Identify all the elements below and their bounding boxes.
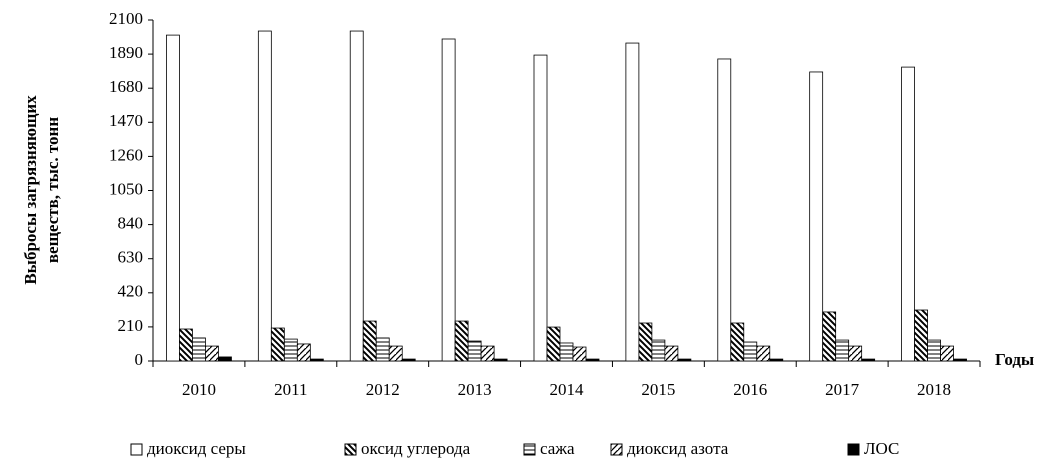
bar bbox=[809, 71, 824, 362]
bar bbox=[585, 358, 600, 362]
legend-label: ЛОС bbox=[864, 439, 899, 458]
bar bbox=[166, 34, 180, 362]
bar bbox=[401, 358, 416, 362]
x-tick-label: 2014 bbox=[550, 380, 585, 399]
x-tick-label: 2010 bbox=[182, 380, 216, 399]
bar bbox=[546, 326, 561, 362]
x-tick-label: 2015 bbox=[641, 380, 675, 399]
legend-label: диоксид азота bbox=[627, 439, 729, 458]
y-tick-label: 1260 bbox=[109, 145, 143, 164]
bar bbox=[257, 30, 272, 362]
bar bbox=[914, 309, 928, 362]
bar bbox=[218, 356, 232, 362]
bar bbox=[769, 358, 784, 362]
bar bbox=[625, 42, 640, 362]
bar bbox=[493, 358, 508, 362]
x-tick-label: 2017 bbox=[825, 380, 860, 399]
bar bbox=[861, 358, 876, 362]
bar bbox=[835, 339, 850, 362]
bar bbox=[362, 320, 377, 362]
y-axis-label: веществ, тыс. тонн bbox=[43, 117, 62, 263]
legend-swatch bbox=[344, 443, 357, 456]
bar bbox=[638, 322, 653, 362]
y-axis-label: Выбросы загрязняющих bbox=[21, 95, 40, 285]
x-tick-label: 2016 bbox=[733, 380, 767, 399]
bar bbox=[901, 66, 915, 362]
bar bbox=[296, 343, 311, 362]
bar bbox=[388, 345, 403, 362]
bar bbox=[441, 38, 456, 362]
bar bbox=[822, 311, 837, 362]
bar bbox=[270, 327, 285, 362]
bar bbox=[743, 341, 758, 362]
bar bbox=[664, 345, 679, 362]
bar bbox=[309, 358, 324, 362]
bar bbox=[756, 345, 771, 362]
legend-label: сажа bbox=[540, 439, 575, 458]
legend-label: диоксид серы bbox=[147, 439, 246, 458]
x-tick-label: 2011 bbox=[274, 380, 307, 399]
bar bbox=[730, 322, 745, 362]
y-tick-label: 1050 bbox=[109, 179, 143, 198]
bar bbox=[559, 342, 574, 362]
y-tick-label: 2100 bbox=[109, 9, 143, 28]
legend-swatch bbox=[523, 443, 536, 456]
bar bbox=[927, 339, 941, 362]
bar bbox=[651, 339, 666, 362]
y-tick-label: 840 bbox=[118, 214, 144, 233]
bar bbox=[717, 58, 732, 362]
x-tick-label: 2018 bbox=[917, 380, 951, 399]
bar bbox=[953, 358, 967, 362]
bar bbox=[467, 340, 482, 362]
y-tick-label: 420 bbox=[118, 282, 144, 301]
bar bbox=[349, 30, 364, 362]
legend-label: оксид углерода bbox=[361, 439, 471, 458]
legend-swatch bbox=[610, 443, 623, 456]
y-tick-label: 1890 bbox=[109, 43, 143, 62]
bar bbox=[454, 320, 469, 362]
x-tick-label: 2013 bbox=[458, 380, 492, 399]
bar bbox=[192, 337, 206, 362]
bar bbox=[848, 345, 863, 362]
legend-swatch bbox=[847, 443, 860, 456]
y-tick-label: 1470 bbox=[109, 111, 143, 130]
x-tick-label: 2012 bbox=[366, 380, 400, 399]
bar bbox=[205, 345, 219, 362]
bar bbox=[677, 358, 692, 362]
bar bbox=[375, 337, 390, 362]
bar bbox=[480, 345, 495, 362]
legend-swatch bbox=[130, 443, 143, 456]
y-tick-label: 630 bbox=[118, 248, 144, 267]
bar bbox=[533, 54, 548, 362]
bar bbox=[179, 328, 193, 362]
bar bbox=[283, 338, 298, 362]
bar bbox=[572, 346, 587, 362]
y-tick-label: 1680 bbox=[109, 77, 143, 96]
y-tick-label: 210 bbox=[118, 316, 144, 335]
bar bbox=[940, 345, 954, 362]
y-tick-label: 0 bbox=[135, 350, 144, 369]
x-axis-label: Годы bbox=[995, 350, 1034, 369]
